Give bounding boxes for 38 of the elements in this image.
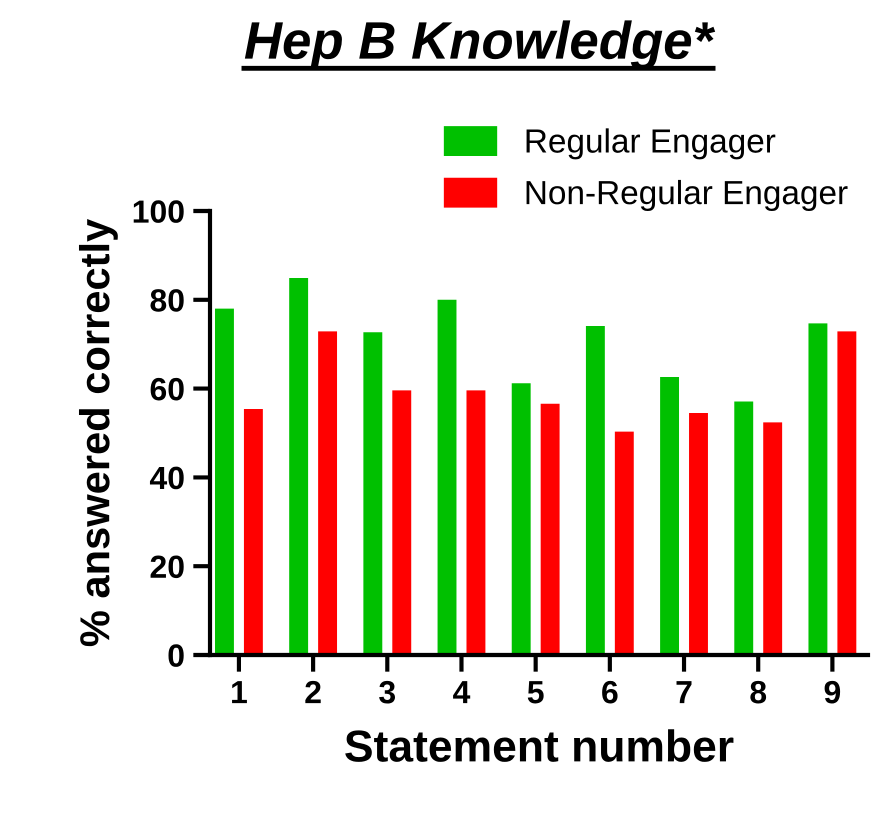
y-tick-label: 60 (150, 378, 184, 400)
y-axis-title: % answered correctly (78, 218, 118, 646)
bar (466, 390, 486, 655)
y-tick-label: 80 (150, 289, 184, 312)
bar (763, 422, 782, 655)
y-tick-label: 100 (134, 200, 184, 223)
x-tick-label: 5 (528, 681, 544, 704)
legend-label: Regular Engager (526, 128, 776, 160)
x-axis-title: Statement number (345, 729, 734, 762)
bar (689, 413, 708, 655)
bar (734, 401, 754, 655)
x-tick-label: 3 (379, 680, 396, 704)
bar (660, 377, 680, 655)
bar (586, 326, 605, 655)
bar (318, 331, 338, 655)
bar (215, 308, 234, 655)
bar (837, 331, 856, 655)
bar (438, 300, 456, 655)
chart-title: Hep B Knowledge* (244, 20, 716, 70)
bar (244, 409, 263, 655)
x-tick-label: 7 (676, 681, 692, 704)
y-tick-label: 20 (150, 555, 184, 578)
x-tick-label: 4 (453, 681, 470, 704)
legend-label: Non-Regular Engager (526, 180, 848, 211)
bar (512, 383, 531, 655)
bar (614, 432, 634, 655)
x-tick-label: 8 (750, 680, 766, 704)
y-tick-label: 0 (168, 644, 184, 667)
x-tick-label: 1 (232, 681, 247, 704)
bar (392, 390, 412, 655)
x-tick-label: 6 (602, 680, 618, 704)
bar (363, 332, 382, 655)
y-tick-label: 40 (150, 466, 184, 490)
bar (540, 404, 560, 655)
x-tick-label: 9 (824, 680, 840, 704)
bar (808, 323, 828, 655)
bar (289, 278, 308, 655)
x-tick-label: 2 (305, 680, 321, 704)
